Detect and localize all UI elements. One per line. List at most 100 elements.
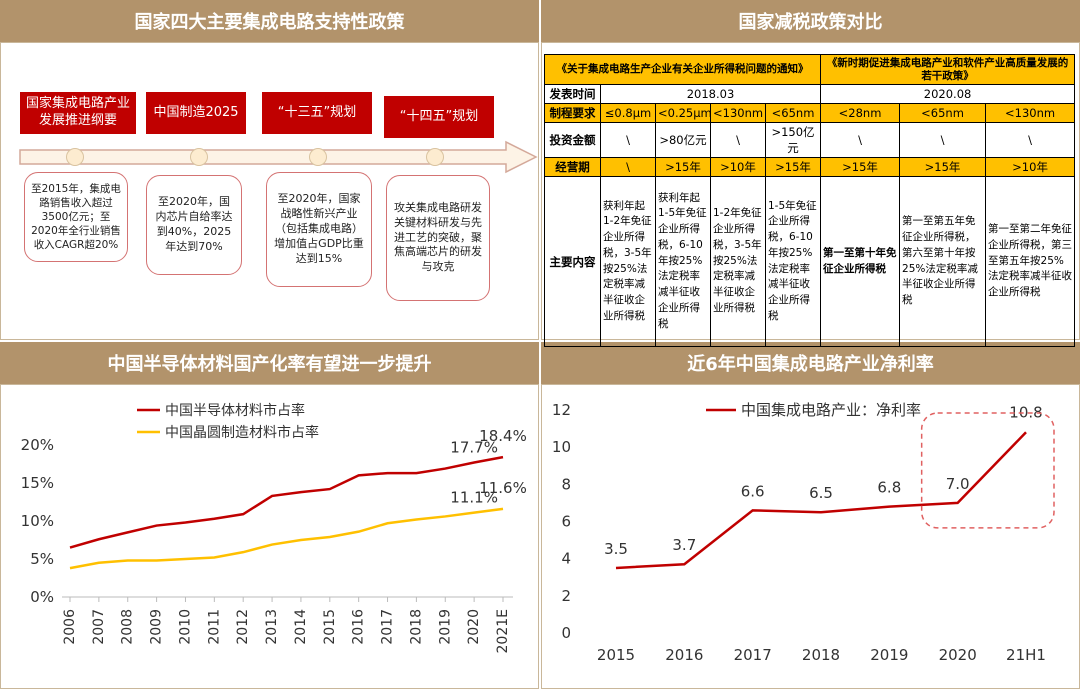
row-label: 经营期 [544,157,601,177]
policy-2018-header: 《关于集成电路生产企业有关企业所得税问题的通知》 [543,54,822,85]
table-cell: 第一至第十年免征企业所得税 [820,176,901,347]
row-label: 制程要求 [544,103,601,123]
x-tick-label: 2015 [322,609,338,645]
x-tick-label: 2012 [235,609,251,645]
table-cell: >80亿元 [655,122,711,158]
data-label: 11.6% [479,479,527,497]
y-tick-label: 4 [561,550,571,568]
data-label: 3.7 [672,536,696,554]
series-line [615,431,1027,570]
policy-made-in-china-label: 中国制造2025 [146,92,246,134]
x-tick-label: 2018 [802,646,840,664]
x-tick-label: 2017 [734,646,772,664]
y-tick-label: 0% [30,588,54,606]
legend-label: 中国半导体材料市占率 [165,402,305,419]
series-line [69,507,504,570]
x-tick-label: 2019 [437,609,453,645]
data-label: 3.5 [604,540,628,558]
policy-detail-box: 攻关集成电路研发关键材料研发与先进工艺的突破，聚焦高端芯片的研发与攻克 [386,175,490,301]
table-cell: >10年 [985,157,1076,177]
data-label: 6.6 [741,482,765,500]
table-cell: >10年 [710,157,766,177]
table-cell: <0.25μm [655,103,711,123]
legend-label: 中国晶圆制造材料市占率 [165,424,319,441]
y-tick-label: 0 [561,624,571,642]
y-tick-label: 6 [561,513,571,531]
table-cell: \ [600,122,656,158]
x-tick-label: 2015 [597,646,635,664]
y-tick-label: 5% [30,550,54,568]
policy-outline-label: 国家集成电路产业发展推进纲要 [20,92,136,134]
policy-panel-title: 国家四大主要集成电路支持性政策 [0,0,539,42]
table-cell: \ [600,157,656,177]
x-tick-label: 2009 [149,609,165,645]
data-label: 7.0 [946,475,970,493]
policy-detail-box: 至2020年，国内芯片自给率达到40%，2025年达到70% [146,175,242,275]
material-panel-title: 中国半导体材料国产化率有望进一步提升 [0,342,539,384]
table-cell: \ [899,122,987,158]
legend-label: 中国集成电路产业：净利率 [741,401,921,419]
x-tick-label: 2020 [466,609,482,645]
policy-2020-header: 《新时期促进集成电路产业和软件产业高质量发展的若干政策》 [820,54,1076,85]
table-cell: \ [710,122,766,158]
table-cell: 2020.08 [820,84,1076,104]
x-tick-label: 2006 [62,609,78,645]
x-tick-label: 2019 [870,646,908,664]
y-tick-label: 10% [21,512,54,530]
table-cell: 2018.03 [599,84,822,104]
data-label: 6.8 [877,479,901,497]
table-cell: \ [820,122,901,158]
y-tick-label: 20% [21,436,54,454]
x-tick-label: 2020 [939,646,977,664]
table-cell: <130nm [985,103,1076,123]
policy-14th-plan-label: “十四五”规划 [384,96,494,138]
data-label: 10.8 [1009,403,1042,421]
y-tick-label: 2 [561,587,571,605]
table-cell: ≤0.8μm [600,103,656,123]
highlight-box [920,412,1055,529]
tax-comparison-table: 《关于集成电路生产企业有关企业所得税问题的通知》 《新时期促进集成电路产业和软件… [543,54,1076,347]
x-tick-label: 2014 [293,609,309,645]
data-label: 17.7% [450,438,498,456]
policy-13th-plan-label: “十三五”规划 [262,92,372,134]
data-label: 6.5 [809,484,833,502]
timeline-node [66,148,84,166]
table-cell: <28nm [820,103,901,123]
x-tick-label: 2017 [380,609,396,645]
table-cell: <65nm [764,103,822,123]
series-line [69,455,504,549]
table-cell: 1-2年免征企业所得税，3-5年按25%法定税率减半征收企业所得税 [710,176,766,347]
timeline-node [309,148,327,166]
row-label: 发表时间 [544,84,601,104]
x-tick-label: 2021E [495,609,511,653]
x-tick-label: 2011 [206,609,222,645]
table-cell: >150亿元 [764,122,822,158]
x-tick-label: 2008 [120,609,136,645]
policy-detail-box: 至2015年，集成电路销售收入超过3500亿元；至2020年全行业销售收入CAG… [24,172,128,262]
data-label: 18.4% [479,427,527,445]
x-tick-label: 2013 [264,609,280,645]
row-label: 投资金额 [544,122,601,158]
profit-panel-title: 近6年中国集成电路产业净利率 [541,342,1080,384]
table-cell: 获利年起1-5年免征企业所得税，6-10年按25%法定税率减半征收企业所得税 [655,176,711,347]
y-tick-label: 12 [552,401,571,419]
material-share-chart: 0% 5% 10% 15% 20% 2006 2007 2008 2009 2010 2011 201… [21,402,527,653]
data-label: 11.1% [450,489,498,507]
table-cell: 1-5年免征企业所得税，6-10年按25%法定税率减半征收企业所得税 [764,176,822,347]
table-cell: >15年 [820,157,901,177]
timeline-node [190,148,208,166]
table-cell: >15年 [655,157,711,177]
x-tick-label: 2016 [351,609,367,645]
x-tick-label: 2016 [665,646,703,664]
x-tick-label: 2018 [408,609,424,645]
table-cell: <65nm [899,103,987,123]
net-profit-chart: 0 2 4 6 8 10 12 2015 2016 2017 2018 2019 2020 21H1 3.5… [552,401,1055,664]
x-tick-label: 21H1 [1006,646,1046,664]
x-tick-label: 2010 [177,609,193,645]
policy-detail-box: 至2020年，国家战略性新兴产业（包括集成电路）增加值占GDP比重达到15% [266,172,372,287]
table-cell: >15年 [764,157,822,177]
y-tick-label: 10 [552,438,571,456]
table-cell: 获利年起1-2年免征企业所得税，3-5年按25%法定税率减半征收企业所得税 [600,176,656,347]
tax-panel-title: 国家减税政策对比 [541,0,1080,42]
timeline-node [426,148,444,166]
